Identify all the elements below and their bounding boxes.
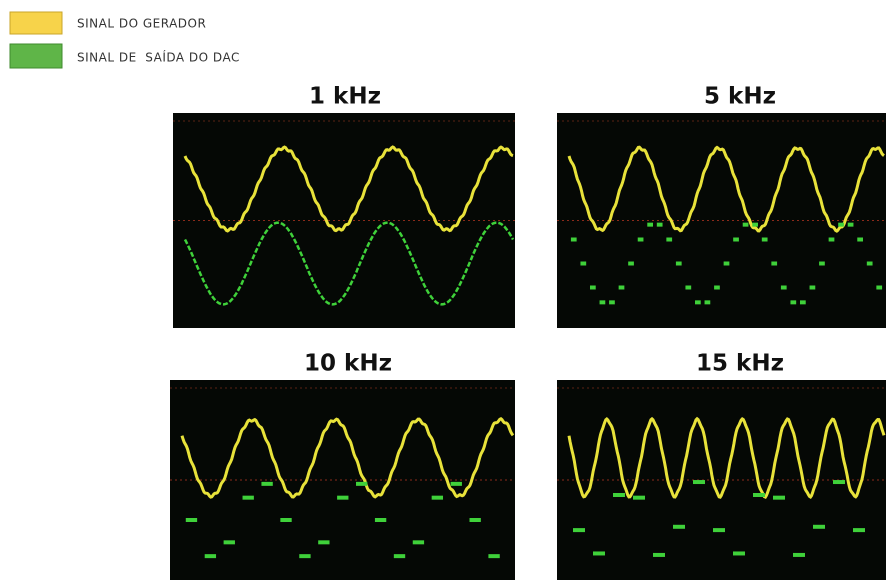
legend-label: SINAL DE SAÍDA DO DAC (77, 50, 240, 65)
panel-title: 10 kHz (304, 351, 392, 377)
scope-screen (557, 113, 886, 328)
panel-title: 5 kHz (704, 84, 776, 110)
legend-swatch-generator (10, 12, 62, 34)
figure-canvas: SINAL DO GERADOR SINAL DE SAÍDA DO DAC 1… (0, 0, 886, 580)
legend-label: SINAL DO GERADOR (77, 17, 206, 31)
panel-title: 1 kHz (309, 84, 381, 110)
scope-screen (557, 380, 886, 580)
legend-swatch-dac (10, 44, 62, 68)
panel-title: 15 kHz (696, 351, 784, 377)
figure: SINAL DO GERADOR SINAL DE SAÍDA DO DAC 1… (0, 0, 886, 580)
